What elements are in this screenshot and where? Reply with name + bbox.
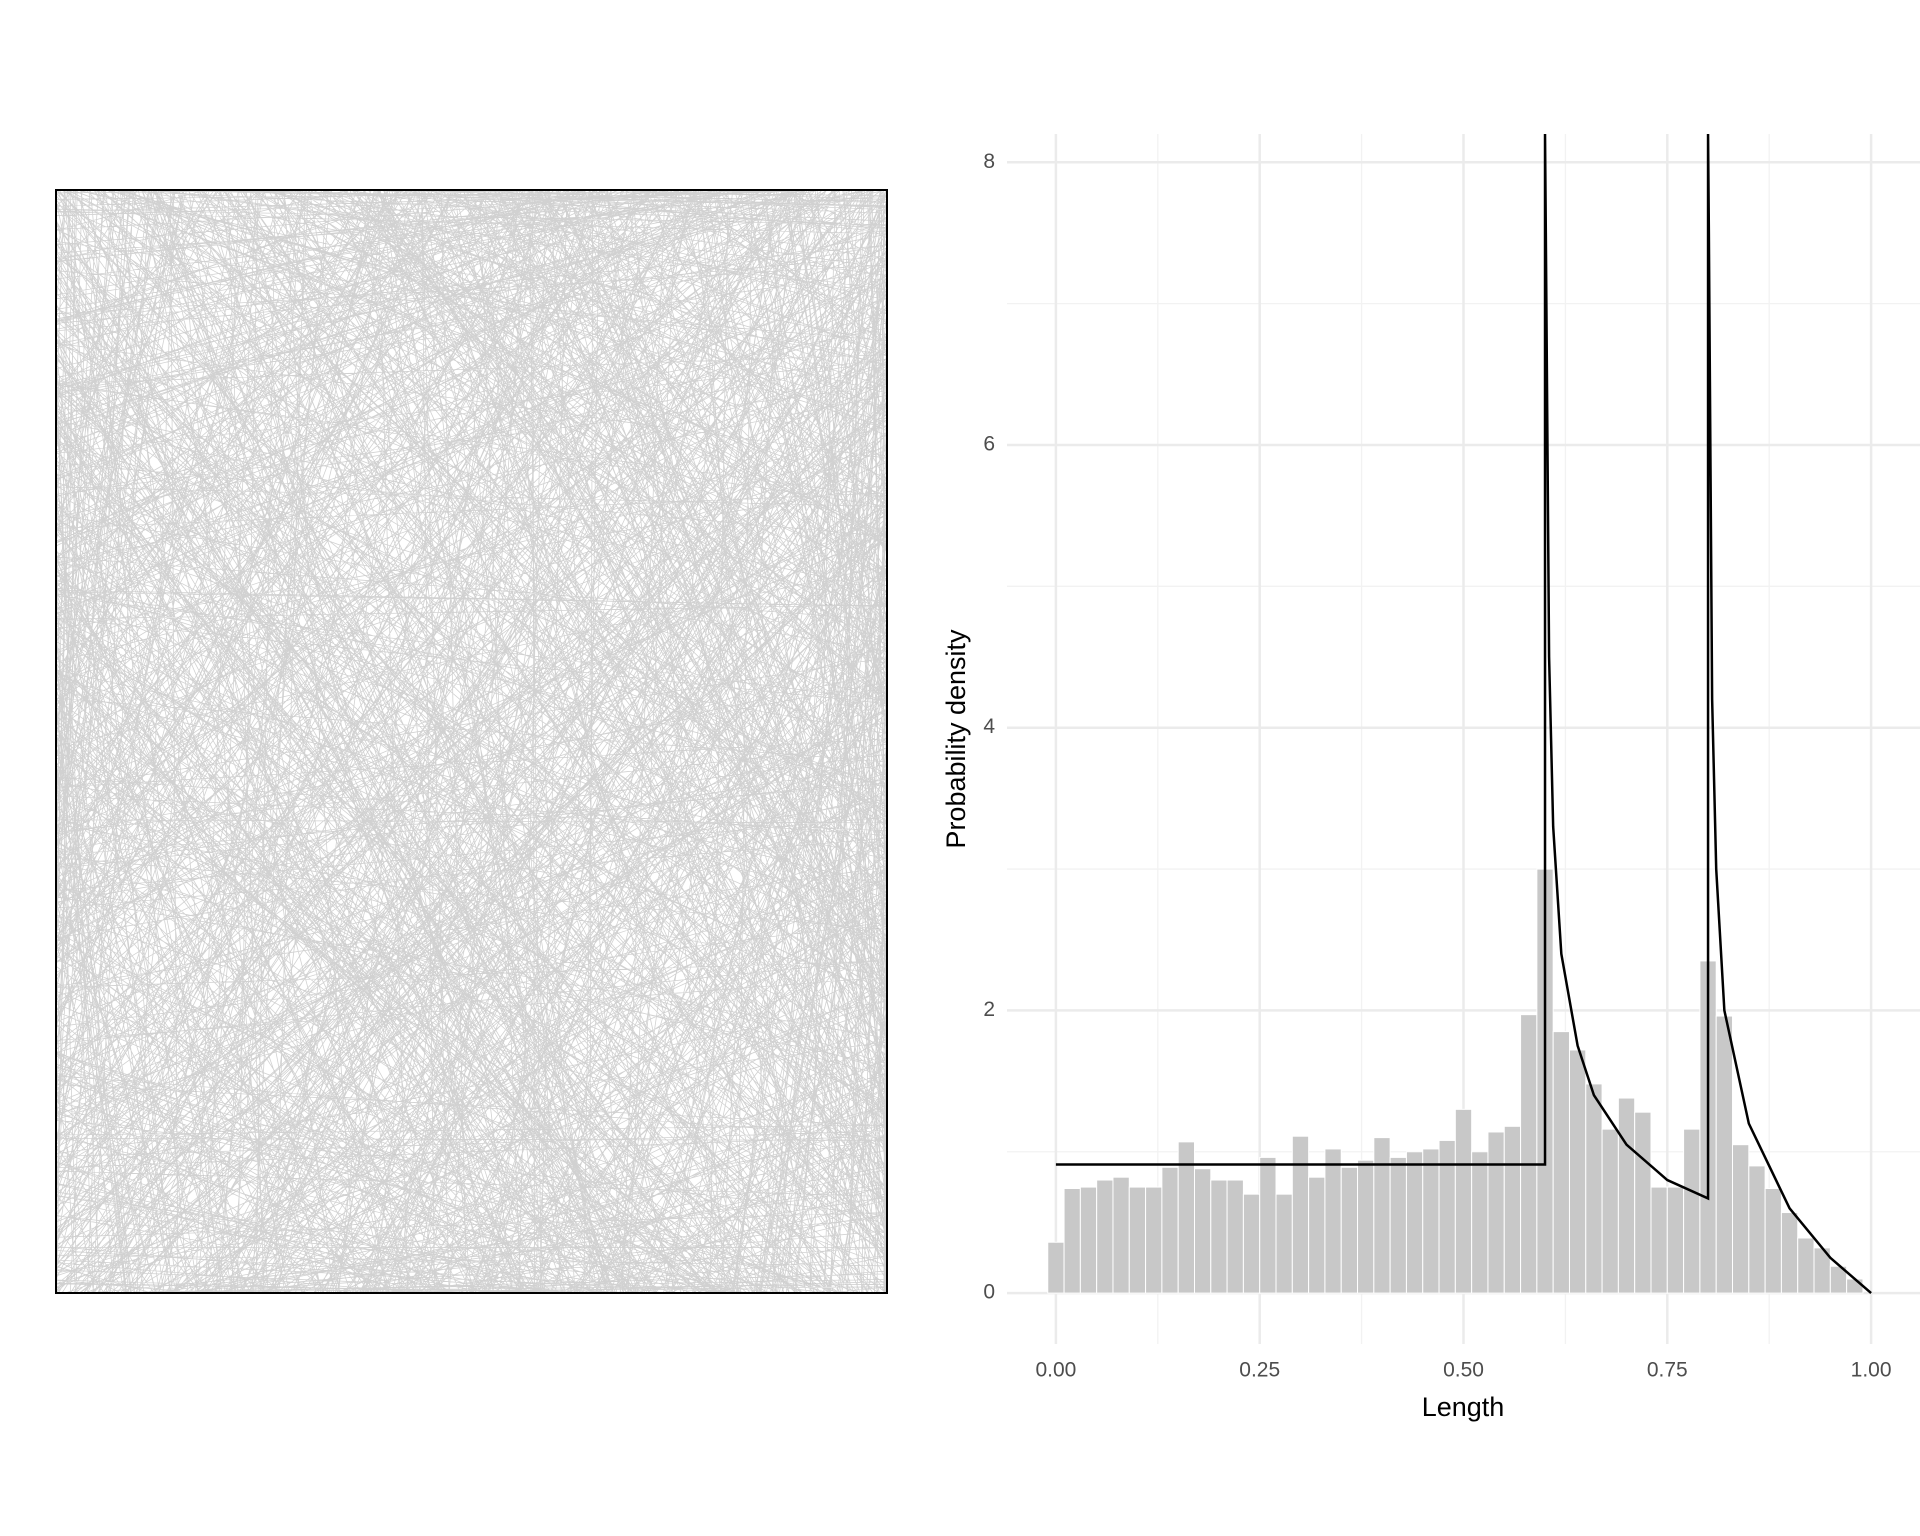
histogram-bar (1846, 1278, 1864, 1294)
x-tick-label: 0.25 (1239, 1359, 1280, 1382)
x-tick-label: 0.00 (1035, 1359, 1076, 1382)
histogram-bar (1617, 1097, 1636, 1294)
histogram-bar (1422, 1148, 1440, 1294)
histogram-bar (1079, 1186, 1098, 1294)
histogram-bar (1487, 1131, 1505, 1294)
histogram-bar (1226, 1179, 1244, 1294)
histogram-bar (1063, 1188, 1081, 1294)
random-segments (55, 189, 888, 1294)
histogram-bar (1471, 1151, 1489, 1294)
histogram-bar (1715, 1015, 1734, 1294)
x-axis-title: Length (1422, 1392, 1505, 1422)
histogram-bar (1324, 1148, 1342, 1294)
random-lines-panel (55, 189, 888, 1294)
histogram-bar (1585, 1083, 1603, 1294)
histogram-bar (1568, 1049, 1587, 1294)
panel-border (55, 189, 888, 1294)
histogram-bar (1275, 1193, 1293, 1294)
histogram-bar (1145, 1186, 1163, 1294)
histogram-bar (1666, 1186, 1685, 1294)
histogram-bar (1797, 1237, 1815, 1294)
histogram-bar (1454, 1108, 1473, 1294)
histogram-bar (1047, 1241, 1065, 1294)
y-tick-label: 0 (983, 1281, 995, 1304)
histogram-bar (1748, 1165, 1766, 1294)
histogram-bar (1161, 1166, 1179, 1294)
histogram-bar (1291, 1135, 1310, 1294)
histogram-bar (1552, 1031, 1570, 1294)
y-tick-label: 8 (983, 150, 995, 173)
y-axis-title: Probability density (941, 629, 971, 849)
histogram-bar (1242, 1193, 1261, 1294)
histogram-bar (1128, 1186, 1147, 1294)
histogram-bar (1405, 1151, 1424, 1294)
histogram-bar (1683, 1128, 1701, 1294)
y-tick-label: 4 (983, 715, 995, 738)
histogram-bar (1373, 1137, 1391, 1294)
histogram-bar (1764, 1188, 1782, 1294)
marks (1047, 134, 1872, 1295)
histogram-bar (1780, 1212, 1799, 1294)
histogram-bar (1634, 1111, 1652, 1294)
histogram-bar (1520, 1014, 1538, 1294)
histogram-bar (1340, 1166, 1359, 1294)
histogram-bar (1096, 1179, 1114, 1294)
histogram-bar (1650, 1186, 1668, 1294)
histogram-bar (1601, 1128, 1619, 1294)
x-tick-label: 1.00 (1851, 1359, 1892, 1382)
histogram-bar (1210, 1179, 1228, 1294)
x-tick-label: 0.50 (1443, 1359, 1484, 1382)
histogram-bar (1732, 1144, 1750, 1294)
histogram-bar (1357, 1159, 1375, 1294)
y-tick-label: 2 (983, 998, 995, 1021)
y-tick-label: 6 (983, 433, 995, 456)
density-curve (1055, 134, 1872, 1295)
histogram-bar (1259, 1156, 1277, 1294)
histogram-bar (1389, 1156, 1407, 1294)
histogram-bar (1112, 1176, 1130, 1294)
histogram-bar (1503, 1125, 1522, 1294)
x-tick-label: 0.75 (1647, 1359, 1688, 1382)
histogram-bar (1308, 1176, 1326, 1294)
histogram-bar (1193, 1168, 1212, 1294)
